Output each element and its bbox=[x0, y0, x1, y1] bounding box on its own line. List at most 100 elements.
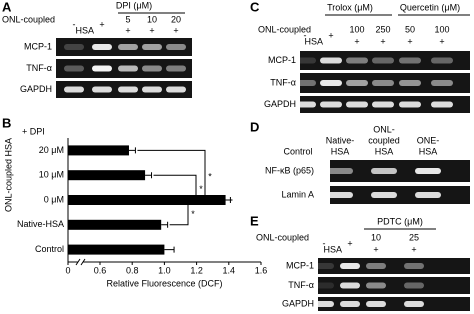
gel-cover bbox=[318, 160, 330, 204]
lane-label: + bbox=[125, 25, 130, 35]
gel-band bbox=[320, 101, 342, 108]
lane-label: + bbox=[439, 36, 444, 46]
error-bar bbox=[145, 172, 153, 179]
gel-band bbox=[285, 168, 311, 174]
significance-mark: * bbox=[191, 209, 195, 219]
gel-band bbox=[166, 44, 186, 50]
lane-label: + bbox=[99, 19, 104, 29]
gene-label: TNF-α bbox=[270, 77, 296, 87]
x-axis-label: Relative Fluorescence (DCF) bbox=[106, 278, 222, 288]
gel-band bbox=[320, 80, 342, 86]
gel-band bbox=[366, 301, 386, 307]
lane-label: 10 bbox=[147, 14, 157, 24]
y-tick-label: 10 μM bbox=[39, 170, 64, 180]
gene-label: GAPDH bbox=[264, 99, 296, 109]
treatment-label: Trolox (μM) bbox=[327, 2, 373, 12]
gel-band bbox=[314, 263, 334, 269]
lane-label: + bbox=[173, 25, 178, 35]
treatment-label: + DPI bbox=[22, 126, 45, 136]
x-tick-label: 1.6 bbox=[255, 265, 268, 275]
gel-band bbox=[166, 86, 186, 93]
error-bar bbox=[161, 221, 169, 228]
gel-strip bbox=[318, 297, 470, 311]
lane-label: ONL- bbox=[373, 124, 395, 134]
x-tick-label: 0.6 bbox=[94, 265, 107, 275]
gel-band bbox=[118, 86, 138, 93]
lane-label: + bbox=[411, 244, 416, 254]
panel-label: E bbox=[250, 213, 259, 228]
gel-band bbox=[314, 301, 334, 307]
bar bbox=[68, 219, 162, 230]
lane-label: HSA bbox=[419, 146, 438, 156]
panel-label: B bbox=[2, 115, 11, 130]
lane-label: 10 bbox=[371, 232, 381, 242]
x-tick-label: 1.4 bbox=[223, 265, 236, 275]
gel-band bbox=[366, 263, 386, 269]
gel-band bbox=[371, 168, 397, 174]
lane-label: 25 bbox=[409, 232, 419, 242]
lane-label: 250 bbox=[375, 24, 390, 34]
gel-band bbox=[399, 101, 421, 108]
significance-mark: * bbox=[199, 184, 203, 194]
bar bbox=[68, 170, 146, 181]
row-label: ONL-coupled bbox=[2, 14, 55, 24]
gel-band bbox=[366, 282, 386, 289]
gel-band bbox=[399, 57, 421, 64]
x-tick-label: 1.0 bbox=[158, 265, 171, 275]
lane-label: coupled bbox=[368, 135, 400, 145]
y-tick-label: 0 μM bbox=[44, 194, 64, 204]
gene-label: MCP-1 bbox=[24, 41, 52, 51]
row-label: ONL-coupled bbox=[258, 24, 311, 34]
lane-label: 5 bbox=[125, 14, 130, 24]
row-label: HSA bbox=[304, 36, 323, 46]
treatment-label: Quercetin (μM) bbox=[400, 2, 460, 12]
x-tick-label: 0.8 bbox=[126, 265, 139, 275]
gel-band bbox=[372, 101, 394, 108]
gel-band bbox=[415, 168, 441, 174]
gene-label: MCP-1 bbox=[268, 55, 296, 65]
gel-band bbox=[64, 65, 84, 72]
gel-band bbox=[371, 192, 397, 198]
error-bar bbox=[164, 246, 175, 253]
gel-band bbox=[118, 44, 138, 50]
gel-band bbox=[346, 57, 368, 64]
lane-label: + bbox=[347, 238, 352, 248]
gel-band bbox=[314, 282, 334, 289]
lane-label: - bbox=[73, 19, 76, 29]
gel-band bbox=[431, 80, 453, 86]
y-tick-label: 20 μM bbox=[39, 145, 64, 155]
treatment-label: DPI (μM) bbox=[116, 0, 152, 10]
lane-label: + bbox=[354, 36, 359, 46]
gel-band bbox=[294, 101, 316, 108]
gene-label: GAPDH bbox=[282, 298, 314, 308]
lane-label: 100 bbox=[349, 24, 364, 34]
gel-band bbox=[142, 65, 162, 72]
gel-band bbox=[340, 301, 360, 307]
gel-band bbox=[346, 80, 368, 86]
gel-strip bbox=[318, 277, 470, 294]
gel-band bbox=[142, 86, 162, 93]
lane-label: + bbox=[380, 36, 385, 46]
bar bbox=[68, 145, 129, 156]
error-bar bbox=[128, 147, 136, 154]
gel-band bbox=[92, 44, 112, 50]
lane-label: 100 bbox=[434, 24, 449, 34]
lane-label: HSA bbox=[331, 146, 350, 156]
row-label: ONL-coupled bbox=[256, 232, 309, 242]
axis-break bbox=[75, 258, 86, 266]
gel-band bbox=[294, 80, 316, 86]
bar bbox=[68, 244, 165, 255]
lane-label: Native- bbox=[326, 135, 355, 145]
axis-break bbox=[78, 259, 83, 265]
gel-band bbox=[64, 44, 84, 50]
gel-band bbox=[118, 65, 138, 72]
gene-label: TNF-α bbox=[288, 280, 314, 290]
gel-band bbox=[431, 101, 453, 108]
bar bbox=[68, 195, 226, 205]
x-tick-label: 1.2 bbox=[190, 265, 203, 275]
gel-band bbox=[92, 86, 112, 93]
gel-strip bbox=[300, 51, 470, 70]
gel-band bbox=[340, 263, 360, 269]
gel-band bbox=[320, 57, 342, 64]
gel-band bbox=[404, 282, 424, 289]
